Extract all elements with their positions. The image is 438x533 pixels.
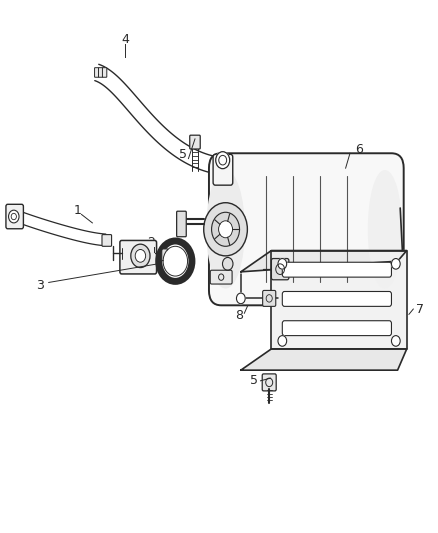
Text: 6: 6	[355, 143, 363, 156]
Circle shape	[219, 221, 233, 238]
Circle shape	[392, 336, 400, 346]
Circle shape	[164, 248, 186, 274]
FancyBboxPatch shape	[102, 68, 107, 77]
FancyBboxPatch shape	[263, 290, 276, 306]
Circle shape	[11, 213, 16, 220]
Text: 5: 5	[179, 148, 187, 161]
Polygon shape	[241, 251, 407, 272]
FancyBboxPatch shape	[99, 68, 103, 77]
Circle shape	[216, 152, 230, 168]
Polygon shape	[241, 349, 407, 370]
FancyBboxPatch shape	[272, 259, 289, 280]
FancyBboxPatch shape	[283, 262, 392, 277]
Circle shape	[131, 244, 150, 268]
Text: 2: 2	[148, 236, 155, 249]
Circle shape	[212, 212, 240, 246]
Ellipse shape	[207, 171, 244, 288]
Text: 4: 4	[121, 33, 129, 46]
Circle shape	[204, 203, 247, 256]
FancyBboxPatch shape	[262, 374, 276, 391]
Circle shape	[135, 249, 146, 262]
Circle shape	[278, 336, 287, 346]
Polygon shape	[272, 251, 407, 349]
FancyBboxPatch shape	[283, 321, 392, 336]
Text: 5: 5	[250, 374, 258, 387]
Text: 8: 8	[235, 309, 243, 322]
Text: 7: 7	[416, 303, 424, 316]
Circle shape	[392, 259, 400, 269]
FancyBboxPatch shape	[177, 211, 186, 237]
Circle shape	[9, 210, 19, 223]
FancyBboxPatch shape	[162, 249, 168, 261]
FancyBboxPatch shape	[120, 240, 156, 274]
Circle shape	[278, 259, 287, 269]
FancyBboxPatch shape	[213, 155, 233, 185]
Text: 3: 3	[36, 279, 44, 292]
Circle shape	[223, 257, 233, 270]
FancyBboxPatch shape	[190, 135, 200, 149]
FancyBboxPatch shape	[209, 154, 404, 305]
Circle shape	[237, 293, 245, 304]
FancyBboxPatch shape	[210, 270, 232, 284]
FancyBboxPatch shape	[102, 235, 112, 246]
FancyBboxPatch shape	[95, 68, 99, 77]
Text: 1: 1	[74, 204, 81, 217]
Circle shape	[219, 156, 226, 165]
Ellipse shape	[368, 171, 401, 288]
FancyBboxPatch shape	[6, 204, 23, 229]
FancyBboxPatch shape	[283, 292, 392, 306]
